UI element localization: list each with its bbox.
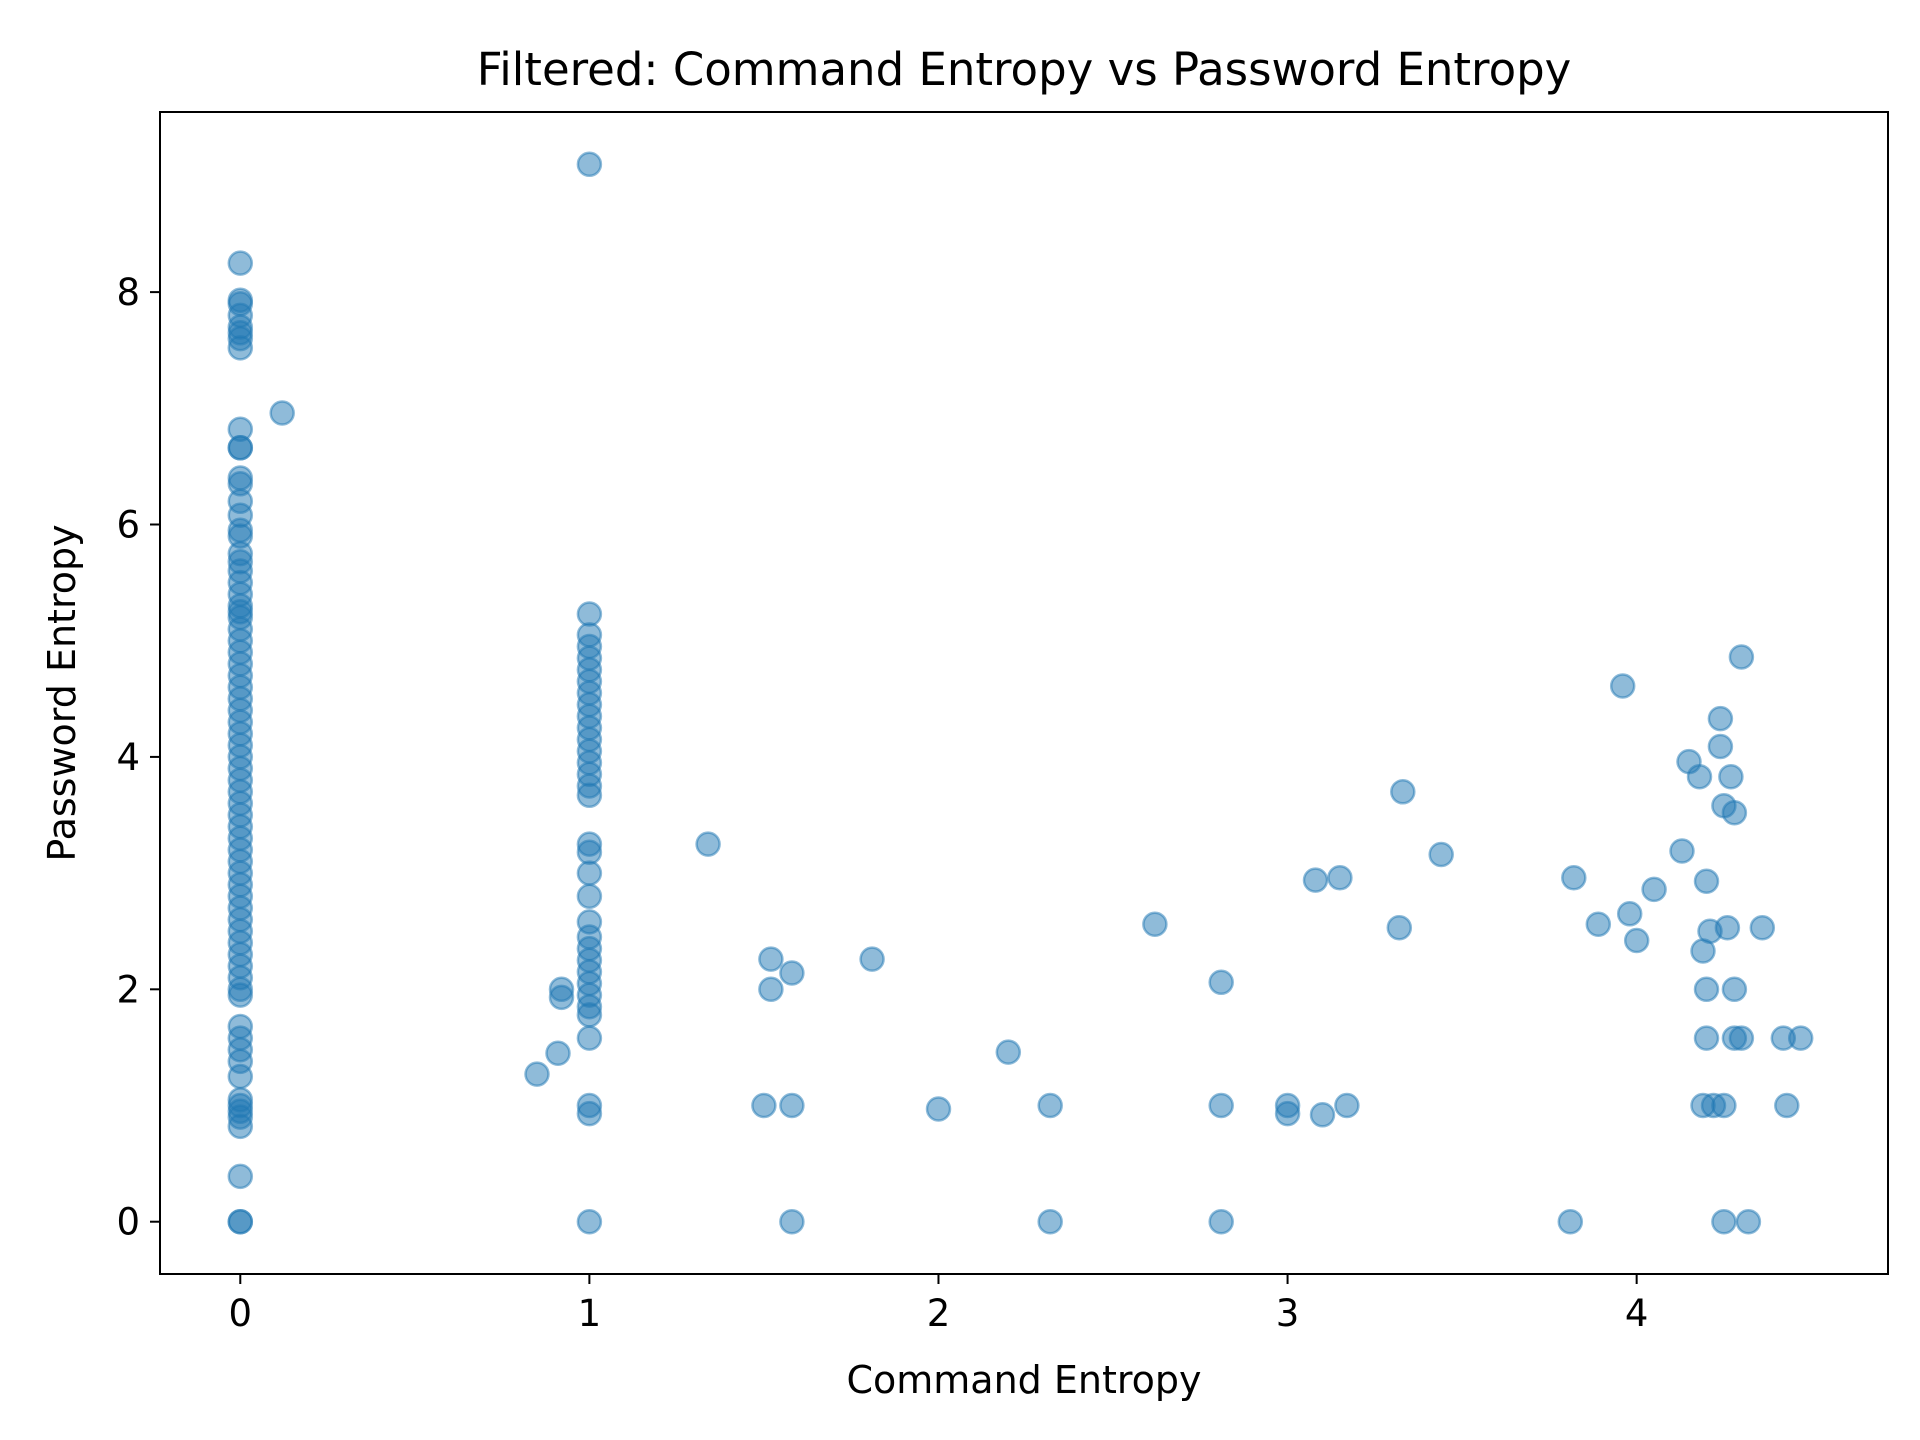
data-point (1616, 901, 1643, 927)
data-point (227, 335, 254, 361)
data-point (545, 1040, 571, 1066)
data-point (925, 1096, 952, 1122)
data-point (1693, 1025, 1720, 1051)
data-point (1037, 1208, 1063, 1235)
x-axis-label: Command Entropy (846, 1358, 1201, 1402)
x-tick-label: 1 (578, 1292, 602, 1335)
data-point (576, 883, 603, 910)
data-point (1386, 914, 1413, 941)
data-point (576, 1100, 603, 1127)
data-point (227, 1208, 254, 1235)
data-point (1334, 1092, 1360, 1119)
data-point (758, 976, 784, 1003)
data-point (576, 601, 603, 627)
data-point (1309, 1102, 1336, 1128)
data-point (758, 946, 784, 972)
x-tick-label: 0 (229, 1292, 253, 1335)
data-point (1609, 673, 1636, 699)
y-tick-label: 2 (116, 968, 140, 1011)
x-tick-label: 4 (1625, 1292, 1649, 1335)
data-point (1142, 911, 1168, 937)
data-point (1787, 1025, 1814, 1051)
x-tick-label: 2 (927, 1292, 951, 1335)
data-point (227, 435, 254, 461)
data-point (524, 1061, 550, 1087)
data-point (1428, 841, 1454, 868)
data-point (1728, 644, 1755, 670)
data-point (1302, 867, 1329, 893)
y-tick-label: 6 (116, 504, 140, 547)
data-point (859, 946, 885, 972)
data-point (227, 1163, 254, 1190)
data-point (779, 1208, 805, 1235)
data-point (1707, 733, 1734, 760)
x-tick-label: 3 (1276, 1292, 1300, 1335)
data-point (1208, 1208, 1234, 1235)
data-point (1693, 868, 1720, 894)
data-point (1274, 1100, 1301, 1127)
data-point (1208, 969, 1234, 996)
plot-frame (159, 111, 1889, 1275)
data-point (1037, 1092, 1063, 1119)
data-point (1390, 779, 1416, 805)
data-point (576, 782, 603, 809)
y-tick-label: 0 (116, 1201, 140, 1244)
data-point (576, 151, 603, 178)
data-point (779, 960, 805, 986)
data-point (576, 860, 603, 886)
y-tick-label: 8 (116, 271, 140, 314)
chart-title: Filtered: Command Entropy vs Password En… (477, 43, 1572, 96)
points-layer (227, 151, 1814, 1235)
data-point (751, 1092, 777, 1119)
ticks-layer: 0 1 2 3 4 0 2 4 6 8 (116, 271, 1648, 1335)
data-point (1693, 976, 1720, 1003)
y-tick-label: 4 (116, 736, 140, 779)
data-point (1721, 976, 1748, 1003)
data-point (1735, 1208, 1762, 1235)
data-point (1721, 799, 1748, 826)
data-point (1669, 838, 1695, 864)
data-point (695, 831, 721, 857)
data-point (227, 1113, 254, 1140)
data-point (1585, 911, 1612, 937)
data-point (1774, 1092, 1800, 1119)
y-axis-label: Password Entropy (40, 524, 84, 861)
data-point (1749, 914, 1776, 941)
data-point (269, 400, 295, 426)
data-point (1623, 927, 1650, 954)
data-point (1728, 1025, 1755, 1051)
data-point (1711, 1092, 1737, 1119)
data-point (995, 1039, 1022, 1065)
data-point (576, 1025, 603, 1051)
data-point (227, 1063, 254, 1090)
data-point (1711, 1208, 1737, 1235)
data-point (1718, 763, 1744, 790)
data-point (227, 250, 254, 276)
data-point (1686, 763, 1713, 790)
data-point (1641, 876, 1667, 903)
data-point (576, 1208, 603, 1235)
data-point (1714, 914, 1741, 941)
data-point (1557, 1208, 1584, 1235)
data-point (1561, 865, 1587, 891)
data-point (1208, 1092, 1234, 1119)
data-point (227, 982, 254, 1008)
data-point (576, 839, 603, 865)
data-point (1327, 865, 1353, 891)
data-point (548, 984, 575, 1011)
data-point (1707, 705, 1734, 732)
data-point (576, 1002, 603, 1028)
data-point (779, 1092, 805, 1119)
